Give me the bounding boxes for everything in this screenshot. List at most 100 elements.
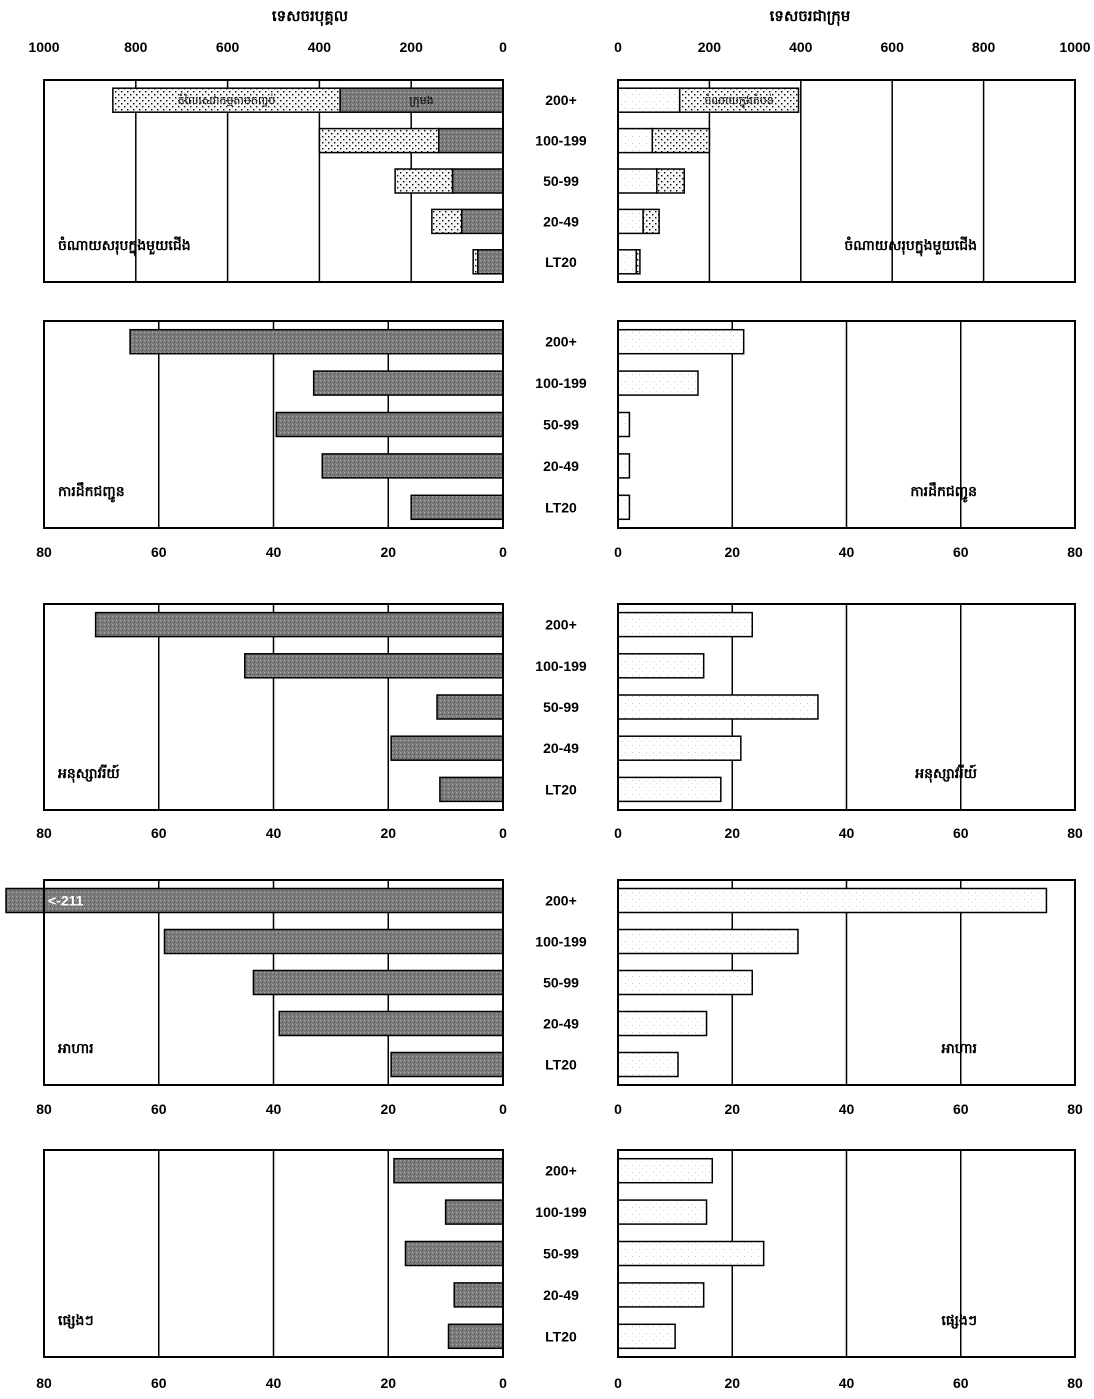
left-panel-frame-3	[43, 603, 504, 811]
right-bar-1-2	[656, 168, 686, 194]
category-label: 20-49	[543, 740, 579, 756]
left-tick-label: 80	[36, 1375, 52, 1391]
right-bar-5-4	[617, 1282, 705, 1308]
right-tick-label: 60	[953, 1101, 969, 1117]
right-bar-4-5	[617, 1051, 679, 1078]
right-tick-label: 0	[614, 1101, 622, 1117]
right-bar-1-2	[642, 208, 660, 235]
category-label: 20-49	[543, 1016, 579, 1032]
right-bar-1-1	[617, 127, 654, 154]
category-label: 100-199	[535, 658, 587, 674]
clipped-bar-annotation: <-211	[48, 893, 84, 909]
right-bar-5-3	[617, 1240, 765, 1267]
left-header: ទេសចរបុគ្គល	[272, 7, 348, 27]
panels: ក្រុមង តំលៃសេវាកម្មតាមកញ្ចប់ចំណាយសរុបក្នុ…	[5, 39, 1091, 1391]
right-tick-label: 20	[724, 544, 740, 560]
right-tick-label: 20	[724, 1375, 740, 1391]
right-bar-2-3	[617, 411, 631, 438]
right-tick-label: 80	[1067, 1375, 1083, 1391]
left-bar-4-2	[163, 928, 504, 955]
right-bar-1-1	[617, 87, 681, 113]
right-tick-label: 80	[1067, 544, 1083, 560]
category-label: 200+	[545, 893, 577, 909]
left-panel-frame-4	[43, 879, 504, 1086]
category-label: LT20	[545, 1057, 577, 1073]
right-bar-2-1	[617, 328, 745, 355]
left-tick-label: 40	[266, 544, 282, 560]
left-bar-4-5	[390, 1051, 504, 1078]
left-bar-2-4	[321, 453, 504, 479]
category-label: LT20	[545, 254, 577, 270]
right-bar-4-1	[617, 887, 1048, 914]
right-bar-5-5	[617, 1323, 676, 1350]
left-tick-label: 600	[216, 39, 240, 55]
right-tick-label: 0	[614, 1375, 622, 1391]
right-tick-label: 60	[953, 1375, 969, 1391]
left-tick-label: 1000	[28, 39, 59, 55]
right-tick-label: 60	[953, 825, 969, 841]
left-bar-1-2	[318, 127, 440, 154]
left-panel-frame-2	[43, 320, 504, 529]
category-label: 50-99	[543, 417, 579, 433]
left-bar-1-2	[394, 168, 454, 194]
left-bar-4-4	[278, 1010, 504, 1037]
right-bar-4-2	[617, 928, 799, 955]
right-tick-label: 60	[953, 544, 969, 560]
left-bar-3-1	[94, 611, 504, 638]
right-tick-label: 40	[839, 1101, 855, 1117]
left-bar-1-1	[477, 249, 504, 275]
left-bar-4-3	[252, 969, 504, 996]
right-tick-label: 800	[972, 39, 996, 55]
right-bar-1-1	[617, 168, 658, 194]
category-label: 100-199	[535, 934, 587, 950]
right-tick-label: 0	[614, 825, 622, 841]
right-tick-label: 200	[698, 39, 722, 55]
category-label: 100-199	[535, 375, 587, 391]
right-bar-2-2	[617, 370, 699, 396]
left-tick-label: 40	[266, 825, 282, 841]
right-bar-1-2	[651, 127, 711, 154]
left-bar-5-3	[404, 1240, 504, 1267]
right-tick-label: 80	[1067, 825, 1083, 841]
category-label: 50-99	[543, 1246, 579, 1262]
left-bar-1-1	[437, 127, 504, 154]
category-label: 50-99	[543, 173, 579, 189]
category-label: 200+	[545, 92, 577, 108]
right-bar-3-1	[617, 611, 753, 638]
left-bar-2-3	[275, 411, 504, 438]
right-series-label-2: ចំណាយក្នុងតំបន់	[704, 93, 773, 109]
left-bar-3-3	[436, 694, 504, 720]
right-bar-3-5	[617, 776, 722, 803]
right-tick-label: 40	[839, 825, 855, 841]
left-tick-label: 60	[151, 825, 167, 841]
left-bar-5-1	[393, 1157, 504, 1184]
left-panel-label-3: អនុស្សាវរីយ៍	[58, 764, 120, 783]
right-panel-frame-1	[617, 79, 1076, 283]
right-bar-1-2	[678, 87, 800, 113]
right-panel-label-1: ចំណាយសរុបក្នុងមួយជើង	[844, 236, 977, 257]
right-tick-label: 600	[881, 39, 905, 55]
left-bar-3-5	[439, 776, 504, 803]
category-label: 50-99	[543, 699, 579, 715]
left-bar-1-1	[460, 208, 504, 235]
left-bar-1-1	[339, 87, 504, 113]
left-panel-label-1: ចំណាយសរុបក្នុងមួយជើង	[58, 236, 191, 257]
right-bar-3-2	[617, 653, 705, 679]
right-panel-label-5: ផ្សេងៗ	[941, 1313, 977, 1329]
right-panel-frame-4	[617, 879, 1076, 1086]
left-panel-label-2: ការដឹកជញ្ជូន	[58, 482, 125, 503]
right-bar-2-5	[617, 494, 631, 521]
category-label: 50-99	[543, 975, 579, 991]
left-tick-label: 20	[380, 825, 396, 841]
left-tick-label: 200	[400, 39, 424, 55]
left-tick-label: 0	[499, 1101, 507, 1117]
left-tick-label: 40	[266, 1101, 282, 1117]
left-tick-label: 800	[124, 39, 148, 55]
right-tick-label: 20	[724, 825, 740, 841]
category-label: 200+	[545, 334, 577, 350]
category-label: LT20	[545, 781, 577, 797]
left-tick-label: 80	[36, 825, 52, 841]
right-tick-label: 40	[839, 1375, 855, 1391]
right-bar-2-4	[617, 453, 631, 479]
left-panel-label-5: ផ្សេងៗ	[58, 1313, 94, 1329]
